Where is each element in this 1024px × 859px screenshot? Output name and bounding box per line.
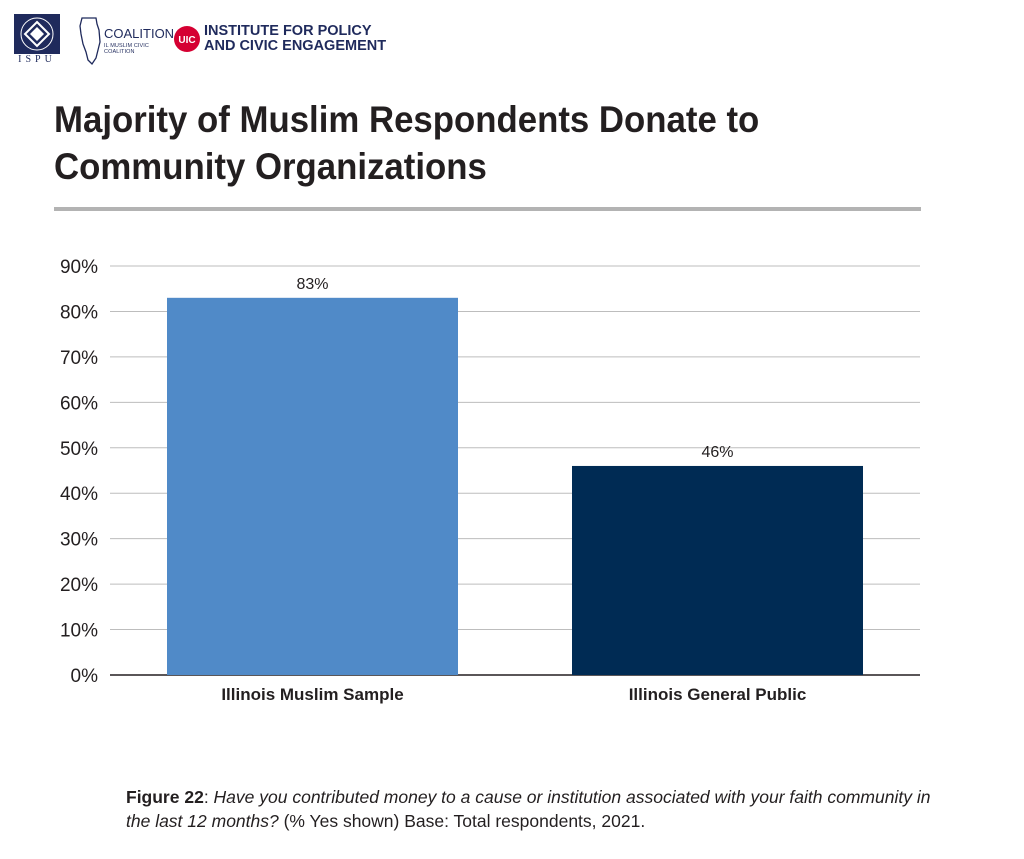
y-tick-label: 0% [71,666,99,687]
uic-badge-text: UIC [178,35,195,46]
x-tick-label: Illinois General Public [629,685,807,704]
caption-colon: : [203,787,214,807]
title-divider [54,207,921,211]
y-tick-label: 60% [60,393,98,414]
y-tick-label: 70% [60,348,98,369]
y-tick-label: 40% [60,484,98,505]
y-axis-ticks: 0% 10% 20% 30% 40% 50% 60% 70% 80% 90% [60,257,98,687]
uic-badge-icon: UIC [174,26,200,52]
bar-value-label: 83% [296,276,328,293]
coalition-subtitle: IL MUSLIM CIVIC COALITION [104,43,149,55]
bars [167,297,863,675]
caption-question: Have you contributed money to a cause or… [126,787,931,831]
value-labels: 83% 46% [296,276,733,461]
y-tick-label: 90% [60,257,98,278]
ispu-wordmark: ISPU [18,54,56,65]
x-tick-label: Illinois Muslim Sample [221,685,403,704]
y-tick-label: 80% [60,302,98,323]
y-tick-label: 30% [60,530,98,551]
caption-note: (% Yes shown) Base: Total respondents, 2… [283,811,646,831]
logo-bar: ISPU COALITION IL MUSLIM CIVIC COALITION… [14,14,434,70]
chart-title: Majority of Muslim Respondents Donate to… [54,99,760,187]
bar-chart: 0% 10% 20% 30% 40% 50% 60% 70% 80% 90% 83% 46% Ill… [60,257,920,704]
bar [572,465,863,675]
x-axis-labels: Illinois Muslim Sample Illinois General P… [221,685,806,704]
y-tick-label: 20% [60,575,98,596]
caption-figure-label: Figure 22 [126,787,204,807]
ispu-logo: ISPU [14,14,60,66]
coalition-wordmark: COALITION [104,26,175,41]
y-tick-label: 50% [60,439,98,460]
y-tick-label: 10% [60,621,98,642]
figure-caption: Figure 22: Have you contributed money to… [126,785,946,833]
coalition-logo: COALITION IL MUSLIM CIVIC COALITION [78,16,178,66]
uic-wordmark: INSTITUTE FOR POLICY AND CIVIC ENGAGEMEN… [204,23,387,54]
bar-value-label: 46% [701,444,733,461]
uic-logo: UIC INSTITUTE FOR POLICY AND CIVIC ENGAG… [174,22,434,62]
illinois-outline-icon [79,17,101,66]
bar [167,297,458,675]
ispu-emblem-icon [14,14,60,54]
